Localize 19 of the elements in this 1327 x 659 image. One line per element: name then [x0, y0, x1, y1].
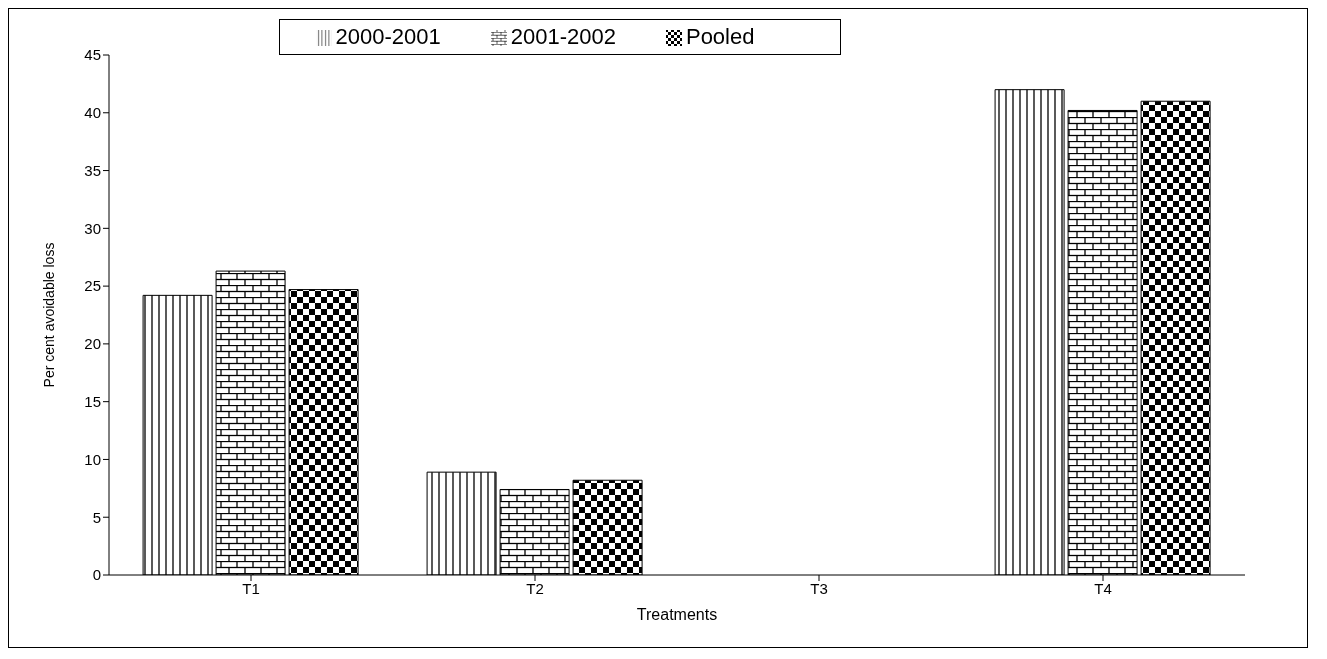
y-tick-label: 15 — [84, 392, 101, 410]
x-tick-label: T2 — [526, 579, 544, 597]
y-tick-label: 30 — [84, 219, 101, 237]
legend-label: 2001-2002 — [510, 24, 616, 49]
x-axis-title: Treatments — [636, 606, 718, 623]
x-tick-label: T1 — [242, 579, 260, 597]
y-tick-label: 35 — [84, 161, 101, 179]
y-tick-label: 25 — [84, 277, 101, 295]
y-tick-label: 0 — [92, 566, 101, 584]
y-axis-title: Per cent avoidable loss — [40, 242, 57, 388]
y-tick-label: 10 — [84, 450, 101, 468]
legend-label: Pooled — [685, 24, 755, 49]
y-tick-label: 20 — [84, 335, 101, 353]
x-tick-label: T3 — [810, 579, 828, 597]
x-tick-label: T4 — [1094, 579, 1112, 597]
y-tick-label: 5 — [92, 508, 101, 526]
legend-label: 2000-2001 — [335, 24, 441, 49]
y-tick-label: 40 — [84, 104, 101, 122]
y-tick-label: 45 — [84, 46, 101, 64]
